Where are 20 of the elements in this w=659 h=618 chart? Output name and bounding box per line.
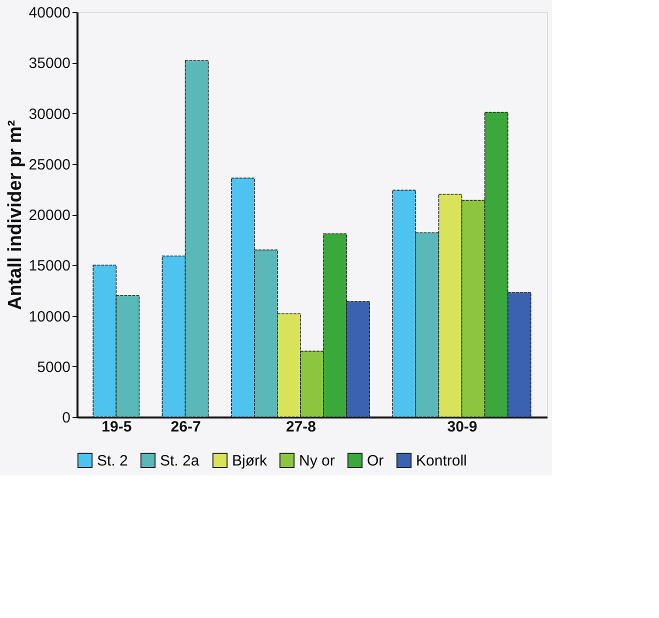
y-tick-label: 15000 bbox=[28, 258, 70, 275]
legend-label: Ny or bbox=[299, 452, 335, 470]
y-tick-label: 10000 bbox=[28, 308, 70, 326]
x-tick-label: 27-8 bbox=[286, 418, 316, 436]
legend-label: St. 2 bbox=[97, 452, 128, 470]
y-tick-label: 20000 bbox=[28, 207, 70, 224]
x-tick-label: 26-7 bbox=[170, 418, 201, 436]
x-tick-label: 19-5 bbox=[102, 418, 132, 436]
y-tick-label: 30000 bbox=[28, 106, 70, 123]
y-tick-label: 40000 bbox=[28, 4, 70, 22]
legend-label: Bjørk bbox=[232, 452, 268, 470]
y-tick-label: 0 bbox=[62, 410, 70, 426]
y-tick-label: 35000 bbox=[28, 55, 70, 72]
legend-label: St. 2a bbox=[160, 452, 200, 470]
y-axis-title: Antall individer pr m² bbox=[4, 120, 26, 310]
y-tick-label: 25000 bbox=[28, 156, 70, 174]
legend-label: Kontroll bbox=[416, 452, 467, 470]
x-tick-label: 30-9 bbox=[447, 418, 478, 436]
legend-label: Or bbox=[367, 452, 384, 470]
y-tick-label: 5000 bbox=[37, 358, 70, 376]
